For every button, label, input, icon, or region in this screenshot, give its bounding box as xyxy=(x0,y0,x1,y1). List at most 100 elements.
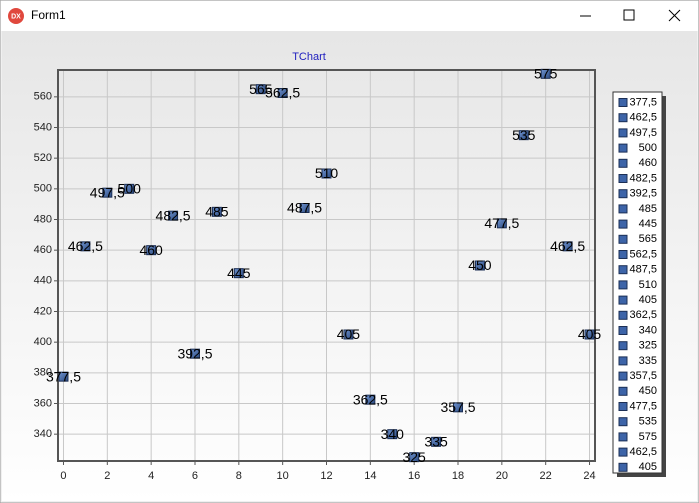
point xyxy=(409,452,420,463)
legend-symbol xyxy=(618,234,628,244)
legend-symbol xyxy=(618,402,628,411)
y-tick-label: 420 xyxy=(34,305,52,317)
legend-label: 575 xyxy=(639,431,657,443)
legend-label: 460 xyxy=(639,157,657,169)
x-tick-label: 20 xyxy=(496,470,508,482)
y-tick-label: 480 xyxy=(34,213,52,225)
point xyxy=(474,260,485,271)
legend-symbol xyxy=(618,326,628,335)
legend-label: 405 xyxy=(639,461,657,473)
chart-panel xyxy=(2,31,697,501)
legend-symbol xyxy=(618,356,628,366)
point xyxy=(453,402,464,413)
legend-label: 362,5 xyxy=(629,309,657,321)
legend-symbol xyxy=(618,417,628,427)
point xyxy=(299,203,310,213)
title-bar xyxy=(1,1,698,31)
x-tick-label: 14 xyxy=(364,470,376,482)
point-label: 325 xyxy=(402,449,426,465)
legend-label: 535 xyxy=(639,416,657,428)
legend-symbol xyxy=(618,219,628,229)
chart-title: TChart xyxy=(292,51,326,63)
legend-symbol xyxy=(618,113,628,123)
point-label: 462,5 xyxy=(550,238,585,254)
legend-symbol xyxy=(618,265,628,275)
legend-symbol xyxy=(618,280,628,290)
point xyxy=(277,88,288,98)
point xyxy=(321,168,332,179)
point xyxy=(189,348,200,359)
legend-label: 450 xyxy=(639,385,657,397)
y-tick-label: 360 xyxy=(34,397,52,409)
y-tick-label: 380 xyxy=(34,367,52,379)
legend-label: 500 xyxy=(639,142,657,154)
x-tick-label: 16 xyxy=(408,470,420,482)
point-label: 392,5 xyxy=(177,345,212,361)
maximize-button[interactable] xyxy=(623,9,635,21)
point xyxy=(562,241,573,252)
x-tick-label: 0 xyxy=(60,470,66,482)
point xyxy=(343,329,354,340)
point-label: 482,5 xyxy=(156,207,191,223)
point-label: 562,5 xyxy=(265,85,300,101)
y-tick-label: 400 xyxy=(34,336,52,348)
close-button[interactable] xyxy=(668,9,681,22)
legend-symbol xyxy=(618,310,628,320)
x-tick-label: 18 xyxy=(452,470,464,482)
point-label: 450 xyxy=(468,257,492,273)
x-tick-label: 6 xyxy=(192,470,198,482)
legend-label: 357,5 xyxy=(629,370,657,382)
legend-label: 497,5 xyxy=(629,127,657,139)
point-label: 565 xyxy=(249,81,273,97)
x-tick-label: 4 xyxy=(148,470,154,482)
legend-label: 340 xyxy=(639,324,657,336)
legend-symbol xyxy=(618,174,628,183)
legend-label: 462,5 xyxy=(629,112,657,124)
point-label: 462,5 xyxy=(68,238,103,254)
point xyxy=(518,130,529,141)
point-label: 510 xyxy=(315,165,339,181)
point-label: 335 xyxy=(424,434,448,450)
legend-symbol xyxy=(618,250,628,259)
point-label: 460 xyxy=(139,242,163,258)
legend-symbol xyxy=(618,386,628,396)
legend-symbol xyxy=(618,462,628,472)
x-tick-label: 12 xyxy=(320,470,332,482)
legend-label: 405 xyxy=(639,294,657,306)
icon-text: DX xyxy=(11,13,21,20)
y-tick-label: 540 xyxy=(34,121,52,133)
x-tick-label: 22 xyxy=(540,470,552,482)
legend-label: 562,5 xyxy=(629,248,657,260)
legend-label: 482,5 xyxy=(629,172,657,184)
legend-symbol xyxy=(618,341,628,351)
point-label: 405 xyxy=(578,326,602,342)
point xyxy=(80,241,91,252)
point xyxy=(58,371,69,382)
y-tick-label: 460 xyxy=(34,244,52,256)
point-label: 487,5 xyxy=(287,200,322,216)
point xyxy=(255,84,266,95)
y-tick-label: 560 xyxy=(34,91,52,103)
legend-symbol xyxy=(618,189,628,199)
legend-symbol xyxy=(618,98,628,107)
point xyxy=(102,187,113,198)
point-label: 357,5 xyxy=(440,399,475,415)
window-title: Form1 xyxy=(31,8,66,22)
y-tick-label: 500 xyxy=(34,183,52,195)
point xyxy=(211,206,222,217)
legend-label: 487,5 xyxy=(629,264,657,276)
app-icon xyxy=(8,8,24,24)
point-label: 535 xyxy=(512,127,536,143)
plot-frame xyxy=(57,69,596,462)
legend-label: 377,5 xyxy=(629,96,657,108)
point-label: 340 xyxy=(381,426,405,442)
legend-symbol xyxy=(618,432,628,442)
point xyxy=(540,68,551,79)
legend-symbol xyxy=(618,158,628,168)
x-tick-label: 24 xyxy=(583,470,595,482)
point xyxy=(233,268,244,279)
legend-symbol xyxy=(618,447,628,457)
y-tick-label: 340 xyxy=(34,428,52,440)
point-label: 405 xyxy=(337,326,361,342)
